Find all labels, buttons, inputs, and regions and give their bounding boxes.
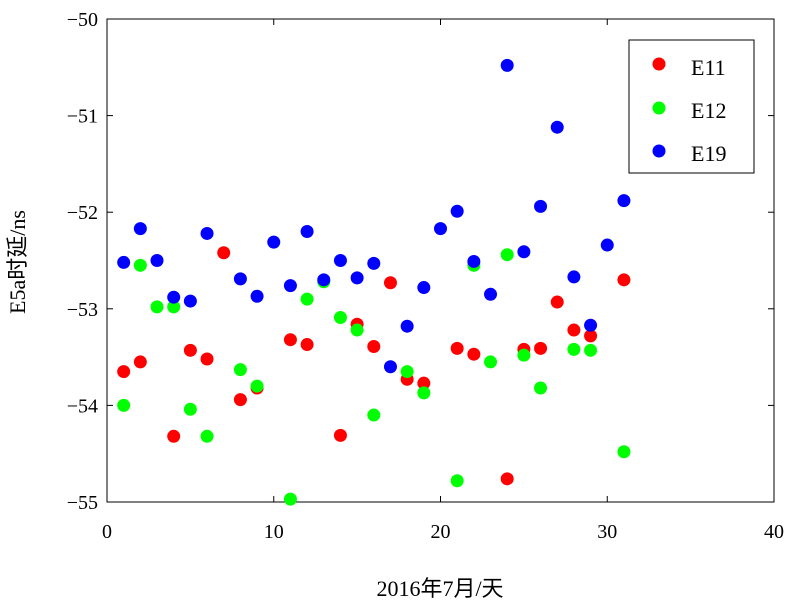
- data-point-e19: [500, 58, 514, 72]
- data-point-e19: [283, 279, 297, 293]
- data-point-e11: [200, 352, 214, 366]
- data-point-e12: [567, 342, 581, 356]
- data-point-e19: [233, 272, 247, 286]
- legend-marker-e19: [652, 144, 666, 158]
- data-point-e12: [617, 445, 631, 459]
- data-point-e12: [584, 343, 598, 357]
- legend-marker-e11: [652, 57, 666, 71]
- data-point-e19: [517, 245, 531, 259]
- data-point-e11: [534, 341, 548, 355]
- data-point-e19: [484, 287, 498, 301]
- data-point-e11: [300, 338, 314, 352]
- data-point-e12: [250, 379, 264, 393]
- y-tick-label: −51: [67, 106, 98, 128]
- data-point-e12: [150, 300, 164, 314]
- data-point-e11: [417, 376, 431, 390]
- data-point-e19: [167, 290, 181, 304]
- x-tick-label: 40: [764, 521, 784, 543]
- data-point-e12: [233, 363, 247, 377]
- y-axis-label: E5a时延/ns: [5, 210, 30, 314]
- data-point-e11: [450, 341, 464, 355]
- y-tick-label: −52: [67, 202, 98, 224]
- y-tick-label: −54: [67, 395, 98, 417]
- data-point-e12: [400, 365, 414, 379]
- data-point-e19: [467, 254, 481, 268]
- data-point-e12: [167, 300, 181, 314]
- legend-label-e19: E19: [691, 141, 726, 166]
- data-point-e12: [333, 310, 347, 324]
- legend-box: [628, 39, 755, 174]
- data-point-e19: [450, 204, 464, 218]
- data-point-e11: [383, 276, 397, 290]
- y-tick-label: −55: [67, 492, 98, 514]
- data-point-e12: [417, 386, 431, 400]
- data-point-e19: [133, 222, 147, 236]
- y-tick-label: −53: [67, 299, 98, 321]
- data-point-e19: [417, 281, 431, 295]
- data-point-e19: [117, 255, 131, 269]
- data-point-e19: [400, 319, 414, 333]
- data-point-e12: [117, 398, 131, 412]
- legend: E11 E12 E19: [628, 39, 755, 174]
- data-point-e11: [283, 333, 297, 347]
- data-point-e19: [317, 273, 331, 287]
- data-point-e11: [217, 246, 231, 260]
- data-points: [117, 58, 631, 506]
- data-point-e11: [500, 472, 514, 486]
- data-point-e11: [367, 339, 381, 353]
- data-point-e12: [484, 355, 498, 369]
- data-point-e19: [617, 194, 631, 208]
- data-point-e12: [283, 492, 297, 506]
- data-point-e19: [550, 120, 564, 134]
- data-point-e19: [534, 199, 548, 213]
- data-point-e19: [567, 270, 581, 284]
- data-point-e11: [550, 295, 564, 309]
- data-point-e19: [333, 254, 347, 267]
- data-point-e19: [200, 226, 214, 240]
- data-point-e12: [350, 323, 364, 337]
- data-point-e12: [183, 402, 197, 416]
- data-point-e12: [534, 381, 548, 395]
- x-tick-label: 20: [431, 521, 451, 543]
- data-point-e11: [233, 393, 247, 407]
- data-point-e12: [517, 348, 531, 362]
- data-point-e19: [267, 235, 281, 249]
- data-point-e19: [150, 254, 164, 267]
- data-point-e12: [300, 292, 314, 306]
- data-point-e12: [450, 474, 464, 488]
- legend-label-e11: E11: [691, 55, 726, 80]
- x-tick-label: 10: [264, 521, 284, 543]
- data-point-e12: [500, 248, 514, 262]
- data-point-e11: [467, 347, 481, 361]
- x-tick-label: 0: [102, 521, 112, 543]
- data-point-e11: [133, 355, 147, 369]
- data-point-e12: [133, 258, 147, 272]
- data-point-e19: [383, 360, 397, 374]
- data-point-e19: [600, 238, 614, 252]
- data-point-e11: [333, 428, 347, 442]
- axis-ticks: 0 10 20 30 40 −55 −54 −53 −52 −51 −50: [67, 9, 784, 543]
- data-point-e11: [584, 329, 598, 343]
- legend-marker-e12: [652, 101, 666, 115]
- data-point-e12: [367, 408, 381, 422]
- data-point-e19: [350, 271, 364, 285]
- data-point-e12: [200, 429, 214, 443]
- data-point-e19: [183, 294, 197, 308]
- data-point-e11: [183, 343, 197, 357]
- x-tick-label: 30: [597, 521, 617, 543]
- data-point-e11: [567, 323, 581, 337]
- data-point-e19: [367, 256, 381, 270]
- data-point-e11: [167, 429, 181, 443]
- data-point-e19: [300, 225, 314, 239]
- legend-label-e12: E12: [691, 98, 726, 123]
- data-point-e11: [617, 273, 631, 287]
- data-point-e19: [250, 289, 264, 303]
- x-axis-label: 2016年7月/天: [376, 576, 503, 601]
- data-point-e19: [584, 318, 598, 332]
- y-tick-label: −50: [67, 9, 98, 31]
- data-point-e19: [434, 222, 447, 236]
- data-point-e11: [117, 365, 131, 379]
